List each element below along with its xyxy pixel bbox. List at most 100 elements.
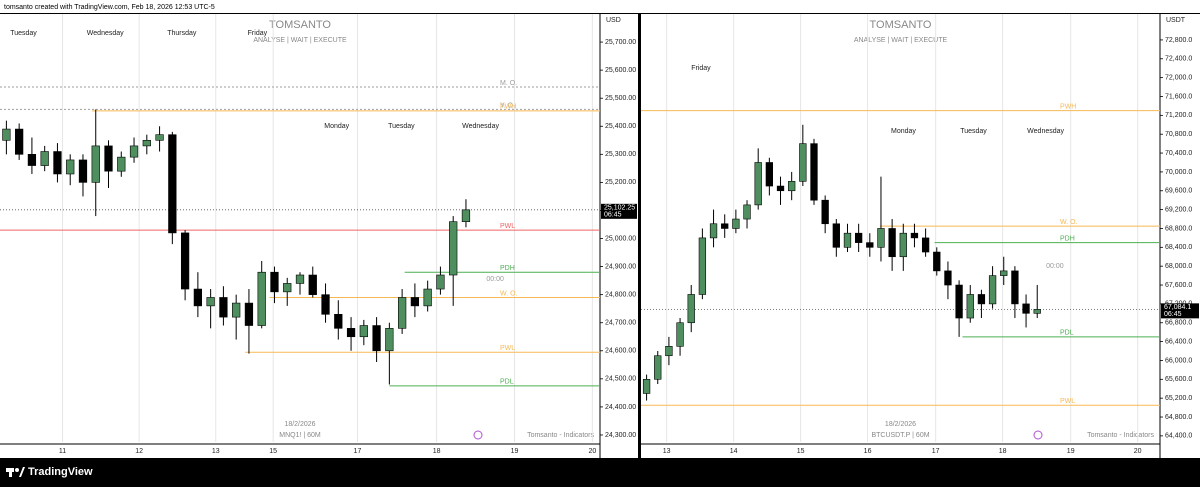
indicator-icon	[1033, 430, 1043, 440]
y-tick-label: 25,000.00	[605, 235, 636, 242]
candle-body	[721, 223, 729, 229]
x-tick-label: 12	[135, 448, 143, 455]
candle-body	[206, 297, 215, 307]
candle-body	[732, 218, 740, 229]
candle-body	[449, 221, 458, 276]
candle-body	[832, 223, 840, 248]
y-tick-label: 24,900.00	[605, 263, 636, 270]
x-tick-label: 18	[999, 448, 1007, 455]
y-tick-label: 65,600.0	[1165, 376, 1192, 383]
candle-body	[988, 275, 997, 305]
y-tick-label: 25,300.00	[605, 151, 636, 158]
candle-body	[155, 134, 164, 141]
y-tick-label: 70,400.0	[1165, 150, 1192, 157]
candle-body	[765, 162, 774, 187]
y-tick-label: 72,000.0	[1165, 74, 1192, 81]
panel-divider	[638, 13, 641, 459]
candle-body	[1000, 270, 1008, 276]
candle-body	[346, 328, 356, 338]
candle-body	[899, 232, 907, 258]
y-tick-label: 64,800.0	[1165, 414, 1192, 421]
price-tag-label: 67,084.1	[1164, 304, 1191, 311]
candle-body	[866, 242, 874, 248]
logo-mark	[15, 468, 19, 472]
candle-body	[78, 159, 88, 183]
price-tag-countdown: 06:45	[604, 212, 622, 219]
level-label: PWL	[500, 223, 515, 230]
y-tick-label: 68,800.0	[1165, 225, 1192, 232]
watermark-subtitle: ANALYSE | WAIT | EXECUTE	[854, 37, 948, 44]
y-tick-label: 65,200.0	[1165, 395, 1192, 402]
level-label: PDH	[500, 265, 515, 272]
candle-body	[66, 159, 75, 175]
candle-body	[933, 251, 941, 272]
logo-mark	[19, 467, 25, 477]
x-tick-label: 13	[212, 448, 220, 455]
y-tick-label: 64,400.0	[1165, 433, 1192, 440]
indicator-label: Tomsanto - Indicators	[1087, 432, 1154, 439]
level-label: Y. O.	[500, 102, 515, 109]
candle-body	[359, 325, 368, 338]
candle-body	[397, 297, 407, 329]
y-tick-label: 71,200.0	[1165, 112, 1192, 119]
day-label: Wednesday	[87, 30, 124, 37]
watermark-title: TOMSANTO	[870, 19, 932, 31]
day-label: Monday	[324, 123, 349, 130]
watermark-date: 18/2/2026	[284, 421, 315, 428]
candle-body	[944, 270, 952, 286]
candle-body	[910, 232, 919, 239]
candle-body	[295, 274, 305, 284]
candle-body	[372, 325, 381, 352]
price-tag	[601, 203, 637, 219]
watermark-symbol: MNQ1! | 60M	[279, 432, 321, 439]
y-tick-label: 24,700.00	[605, 320, 636, 327]
y-tick-label: 72,800.0	[1165, 37, 1192, 44]
y-tick-label: 66,000.0	[1165, 357, 1192, 364]
candle-body	[888, 228, 896, 258]
y-tick-label: 71,600.0	[1165, 93, 1192, 100]
day-label: Thursday	[167, 30, 197, 37]
day-label: Tuesday	[960, 128, 987, 135]
candle-body	[308, 274, 317, 295]
candle-body	[91, 145, 100, 183]
candle-body	[921, 237, 930, 253]
x-tick-label: 17	[932, 448, 940, 455]
footer-bar	[0, 458, 1200, 487]
indicator-icon	[473, 430, 483, 440]
x-tick-label: 11	[59, 448, 66, 455]
price-tag-countdown: 06:45	[1164, 311, 1182, 318]
level-label: PDL	[500, 379, 514, 386]
y-tick-label: 70,800.0	[1165, 131, 1192, 138]
top-border	[0, 13, 1200, 14]
annotation: 00:00	[1046, 263, 1064, 270]
price-tag	[1161, 303, 1199, 319]
day-label: Tuesday	[10, 30, 37, 37]
candle-body	[180, 232, 190, 290]
watermark-date: 18/2/2026	[885, 421, 916, 428]
y-tick-label: 24,300.00	[605, 432, 636, 439]
candle-body	[53, 151, 62, 175]
candle-body	[821, 199, 829, 225]
y-tick-label: 66,400.0	[1165, 338, 1192, 345]
y-tick-label: 25,400.00	[605, 123, 636, 130]
candle-body	[193, 288, 203, 307]
level-label: PDH	[1060, 235, 1075, 242]
candle-body	[709, 223, 718, 239]
logo-mark	[9, 468, 12, 477]
y-tick-label: 25,500.00	[605, 95, 636, 102]
candle-body	[168, 134, 177, 234]
x-tick-label: 19	[511, 448, 519, 455]
y-tick-label: 66,800.0	[1165, 320, 1192, 327]
candle-body	[257, 271, 266, 326]
watermark-subtitle: ANALYSE | WAIT | EXECUTE	[253, 37, 347, 44]
header-text: tomsanto created with TradingView.com, F…	[4, 4, 215, 11]
level-label: W. O.	[500, 290, 518, 297]
candle-body	[665, 346, 673, 357]
day-label: Wednesday	[462, 123, 499, 130]
x-tick-label: 14	[730, 448, 738, 455]
y-tick-label: 25,200.00	[605, 179, 636, 186]
candle-body	[687, 294, 695, 324]
footer-logo-text: TradingView	[28, 466, 93, 478]
tv-logo	[6, 467, 25, 477]
